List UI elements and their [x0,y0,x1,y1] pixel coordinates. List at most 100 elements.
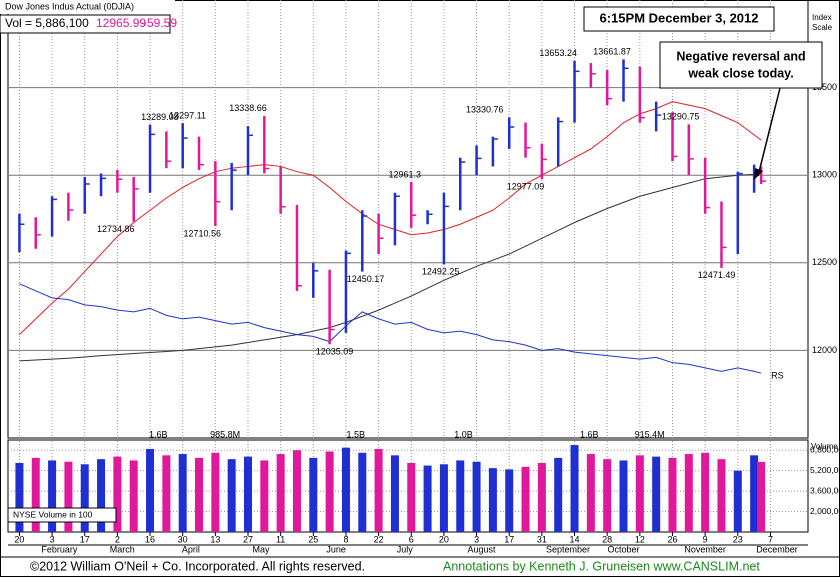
x-tick-label: 20 [14,534,24,544]
price-annotation: 13290.75 [662,112,700,122]
month-label: September [546,544,590,554]
price-annotation: 13289.08 [141,112,179,122]
volume-bar [521,466,530,532]
price-annotation: 13297.11 [169,111,206,121]
x-tick-label: 3 [474,534,479,544]
scale-label: Scale [812,23,833,32]
volume-bar [113,456,122,532]
month-label: April [182,544,200,554]
arrow-head [754,168,763,180]
x-tick-label: 3 [50,534,55,544]
timestamp: 6:15PM December 3, 2012 [600,10,759,25]
x-tick-label: 27 [243,534,253,544]
volume-bar [701,452,710,532]
volume-bar [586,454,595,532]
volume-bar [603,459,612,532]
x-tick-label: 9 [703,534,708,544]
volume-annotation: 1.5B [346,429,365,439]
volume-bar [358,452,367,532]
callout-box [659,41,823,89]
volume-bar [554,457,563,532]
volume-bar [488,468,497,532]
volume-bar [407,463,416,532]
volume-bar [64,461,73,532]
price-annotation: 12961.3 [388,169,421,179]
month-label: October [608,544,640,554]
volume-bar [374,448,383,532]
x-tick-label: 6 [409,534,414,544]
x-tick-label: 28 [602,534,612,544]
volume-bar [195,457,204,532]
volume-bar [750,455,759,532]
rs-label: RS [771,371,784,381]
title: Dow Jones Indus Actual (0DJIA) [5,1,134,11]
price-annotation: 13338.66 [229,103,267,113]
x-tick-label: 2 [115,534,120,544]
scale-label: Index [812,13,832,22]
price-annotation: 12035.09 [316,347,354,357]
volume-bar [227,459,236,532]
price-annotation: 12710.56 [184,228,222,238]
price-change: -59.59 [143,16,177,30]
volume-tick-label: 3,600,000 [810,485,840,495]
volume-title: Volume (00) [811,442,840,451]
volume-bar [652,456,661,532]
volume-bar [97,459,106,532]
x-tick-label: 14 [570,534,580,544]
x-tick-label: 17 [80,534,90,544]
copyright: ©2012 William O'Neil + Co. Incorporated.… [30,559,365,573]
line-1 [19,172,762,362]
last-price: 12965.99 [96,16,146,30]
volume-bar [146,448,155,532]
x-tick-label: 13 [210,534,220,544]
volume-bar [619,460,628,532]
x-tick-label: 20 [439,534,449,544]
volume-bar [80,464,89,532]
y-tick-label: 13000 [812,170,837,180]
volume-annotation: 1.0B [454,429,473,439]
x-tick-label: 31 [537,534,547,544]
volume-annotation: 1.6B [149,429,168,439]
x-tick-label: 25 [308,534,318,544]
volume-annotation: 985.8M [210,429,240,439]
volume-bar [472,461,481,532]
x-tick-label: 11 [276,534,285,544]
y-tick-label: 13500 [812,82,837,92]
credits: Annotations by Kenneth J. Gruneisen www.… [443,559,760,573]
volume-bar [717,459,726,532]
price-annotation: 12734.86 [97,224,135,234]
volume-bar [757,461,766,532]
volume-bar [244,456,252,532]
month-label: November [684,544,726,554]
month-label: March [110,544,135,554]
volume-tick-label: 5,200,000 [810,465,840,475]
volume-bar [635,455,644,532]
volume-bar [390,455,399,532]
x-tick-label: 23 [733,534,743,544]
month-label: June [326,544,346,554]
price-annotation: 12450.17 [347,274,385,284]
volume-bar [276,454,285,532]
month-label: December [756,544,798,554]
price-annotation: 13653.24 [539,48,577,58]
x-tick-label: 7 [768,534,773,544]
x-tick-label: 8 [343,534,348,544]
volume-bar [211,452,220,532]
callout: weak close today. [687,66,793,80]
price-pane [7,0,809,439]
volume-annotation: 915.4M [635,429,665,439]
volume-bar [733,470,742,532]
x-tick-label: 17 [504,534,514,544]
price-annotation: 12492.25 [422,267,460,277]
price-annotation: 12471.49 [698,270,736,280]
volume-text: Vol = 5,886,100 [5,16,89,30]
volume-annotation: 1.6B [580,429,599,439]
volume-bar [260,460,269,532]
x-tick-label: 30 [178,534,188,544]
volume-bar [439,464,448,532]
price-annotation: 13330.76 [466,105,504,115]
x-tick-label: 12 [635,534,645,544]
callout: Negative reversal and [676,49,805,63]
volume-bar [537,463,546,532]
